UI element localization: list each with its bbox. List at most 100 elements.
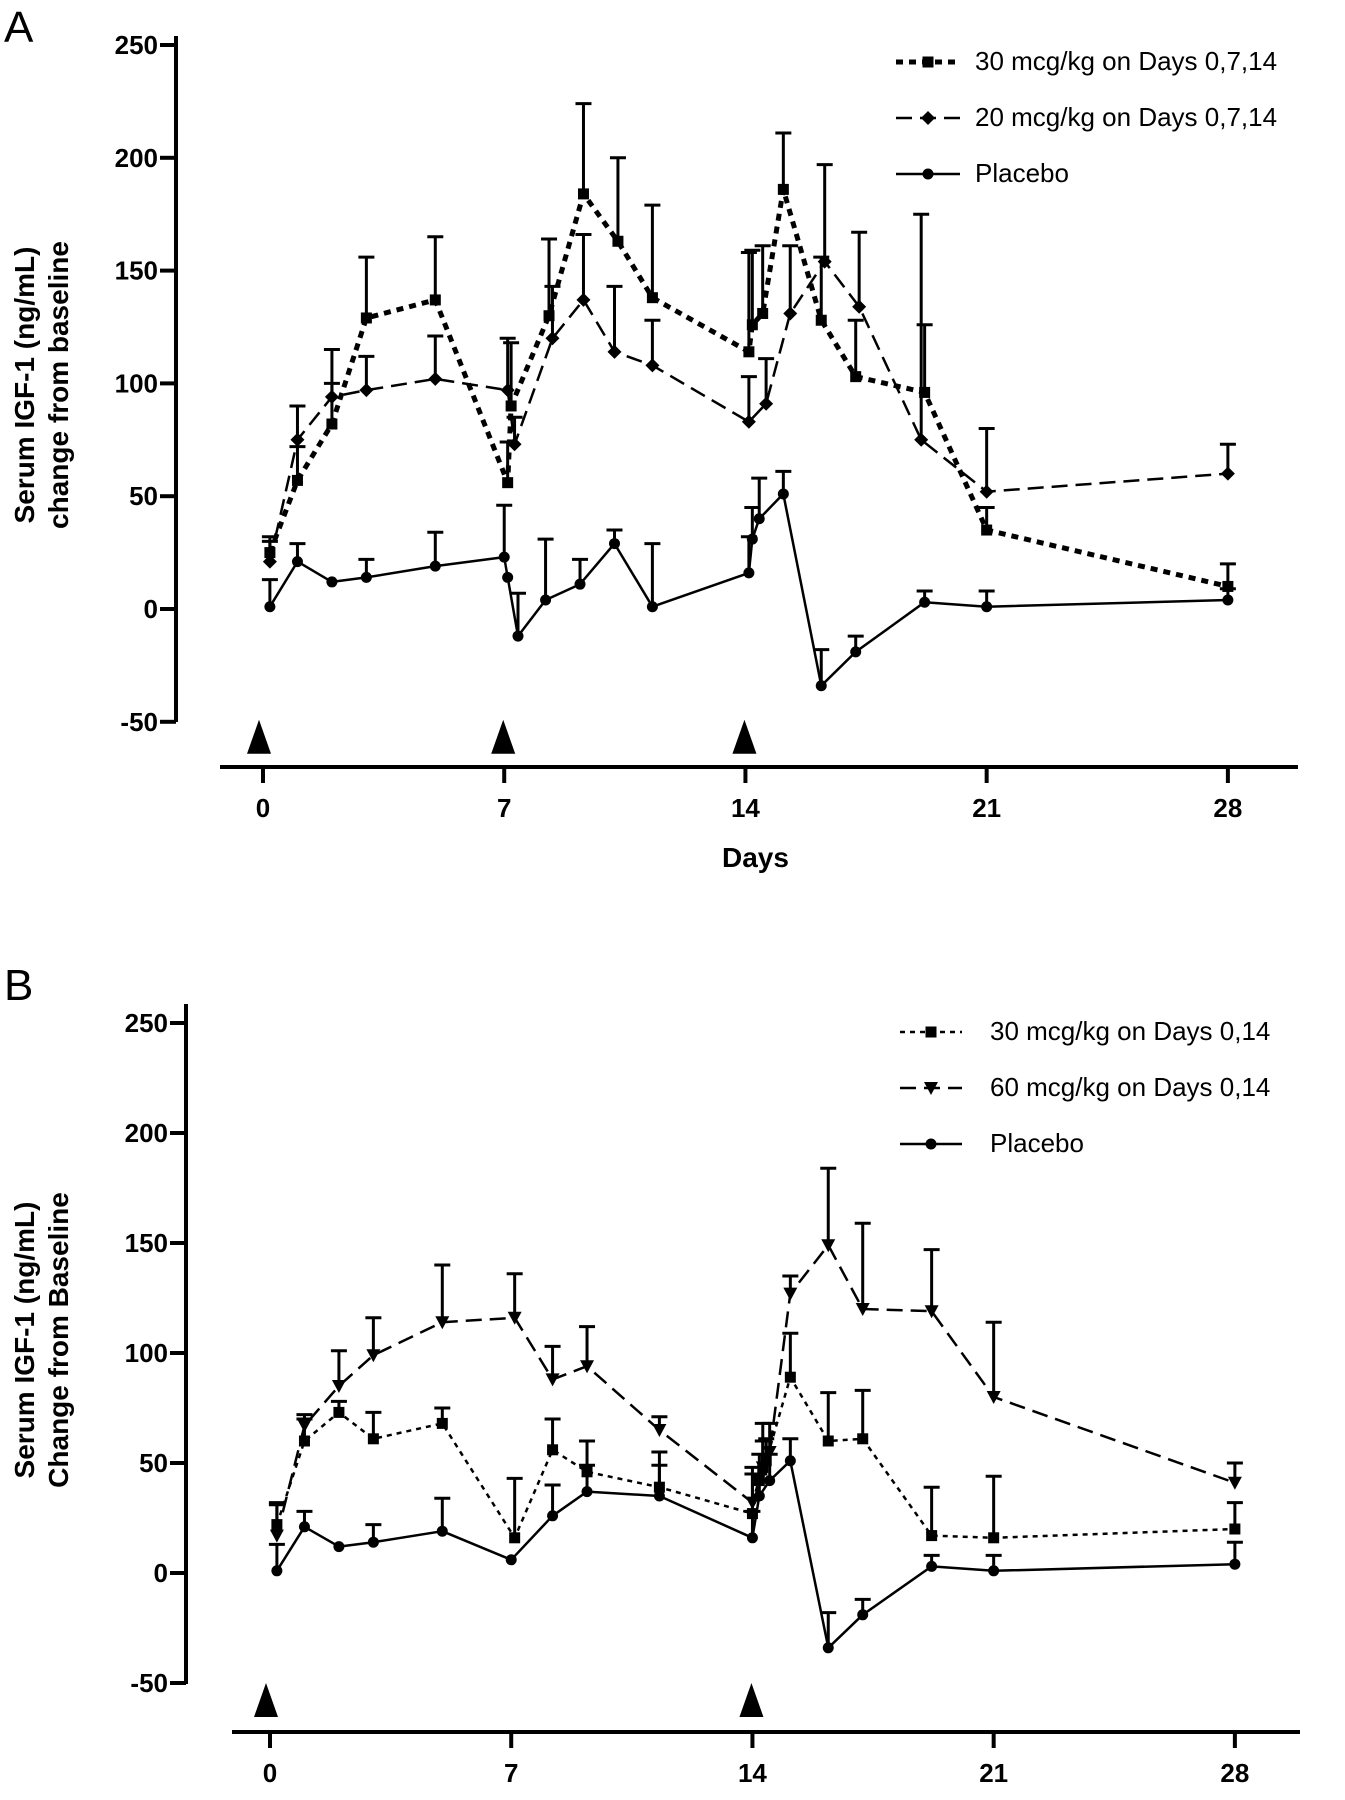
- dose-arrow-icon: [491, 719, 516, 754]
- data-point: [850, 646, 862, 658]
- data-point: [743, 567, 755, 579]
- data-point: [924, 1305, 939, 1319]
- data-point: [979, 484, 994, 499]
- data-point: [547, 1510, 559, 1522]
- data-point: [981, 601, 993, 613]
- legend-entry: Placebo: [896, 158, 1069, 188]
- dose-arrow-head: [732, 719, 757, 754]
- data-point: [262, 554, 277, 569]
- data-point: [746, 1532, 758, 1544]
- legend-entry: 30 mcg/kg on Days 0,7,14: [896, 46, 1277, 76]
- panel-a: A -50 0 50 100 150 200 250 Serum IGF-1 (ng/mL) ch…: [4, 3, 1298, 873]
- panel-letter: A: [4, 3, 34, 52]
- dose-arrow-head: [491, 719, 516, 754]
- data-point: [547, 1444, 559, 1456]
- y-tick-label: 50: [129, 481, 158, 511]
- series-line: [268, 492, 1228, 687]
- legend-marker: [922, 168, 934, 180]
- y-tick-label: 250: [125, 1008, 168, 1038]
- data-point: [360, 571, 372, 583]
- data-point: [1222, 594, 1234, 606]
- x-tick-label: 14: [738, 1758, 767, 1788]
- y-tick-label: 0: [154, 1558, 168, 1588]
- panel-b: B -50 0 50 100 150 200 250 Serum IGF-1 (ng/mL) Ch…: [4, 961, 1300, 1788]
- data-point: [926, 1530, 938, 1542]
- data-point: [784, 1455, 796, 1467]
- data-point: [271, 1565, 283, 1577]
- series-2: [268, 1166, 1243, 1543]
- data-point: [821, 1239, 836, 1253]
- data-point: [988, 1565, 1000, 1577]
- y-tick-label: 200: [125, 1118, 168, 1148]
- dose-arrow-icon: [247, 719, 271, 754]
- data-point: [507, 1311, 522, 1325]
- data-point: [298, 1521, 310, 1533]
- data-point: [919, 596, 931, 608]
- data-point: [500, 383, 515, 398]
- data-point: [981, 524, 993, 536]
- data-point: [746, 533, 758, 545]
- data-point: [817, 254, 832, 269]
- data-point: [367, 1536, 379, 1548]
- data-point: [326, 576, 338, 588]
- data-point: [269, 1529, 284, 1543]
- data-point: [857, 1609, 869, 1621]
- data-point: [512, 630, 524, 642]
- y-tick-label: 200: [115, 143, 158, 173]
- data-point: [646, 601, 658, 613]
- data-point: [753, 1490, 765, 1502]
- data-point: [359, 383, 374, 398]
- data-point: [581, 1486, 593, 1498]
- data-point: [857, 1433, 869, 1445]
- x-tick-label: 7: [497, 793, 511, 823]
- data-point: [988, 1532, 1000, 1544]
- legend-marker: [921, 111, 935, 125]
- legend-marker: [924, 1082, 938, 1095]
- y-axis-title-line2: change from baseline: [43, 241, 74, 529]
- x-axis-title: Days: [722, 842, 789, 873]
- x-tick-label: 7: [504, 1758, 518, 1788]
- legend-entry: 60 mcg/kg on Days 0,14: [900, 1072, 1270, 1102]
- legend-marker: [925, 1026, 937, 1038]
- data-point: [326, 418, 338, 430]
- data-point: [290, 432, 305, 447]
- x-tick-label: 21: [979, 1758, 1008, 1788]
- data-point: [822, 1642, 834, 1654]
- y-tick-label: 100: [115, 368, 158, 398]
- y-tick-label: 0: [144, 594, 158, 624]
- data-point: [783, 1287, 798, 1301]
- dose-arrow-head: [254, 1683, 278, 1717]
- data-point: [264, 601, 276, 613]
- legend-entry: 20 mcg/kg on Days 0,7,14: [896, 102, 1277, 132]
- data-point: [331, 1380, 346, 1393]
- data-point: [815, 314, 827, 326]
- data-point: [543, 310, 555, 322]
- data-point: [498, 551, 510, 563]
- data-point: [428, 371, 443, 386]
- data-point: [783, 306, 798, 321]
- data-point: [653, 1490, 665, 1502]
- data-point: [1227, 1476, 1242, 1490]
- y-tick-label: -50: [120, 707, 158, 737]
- legend-label: 60 mcg/kg on Days 0,14: [990, 1072, 1270, 1102]
- data-point: [505, 400, 517, 412]
- y-tick-label: -50: [130, 1668, 168, 1698]
- data-point: [436, 1525, 448, 1537]
- legend-entry: 30 mcg/kg on Days 0,14: [900, 1016, 1270, 1046]
- data-point: [612, 235, 624, 247]
- data-point: [291, 474, 303, 486]
- data-point: [574, 578, 586, 590]
- y-tick-label: 250: [115, 30, 158, 60]
- data-point: [759, 396, 774, 411]
- series-line: [275, 1459, 1235, 1650]
- data-point: [919, 386, 931, 398]
- y-axis-title: Serum IGF-1 (ng/mL): [9, 1202, 40, 1479]
- data-point: [429, 294, 441, 306]
- data-point: [1220, 466, 1235, 481]
- data-point: [502, 571, 514, 583]
- y-tick-label: 50: [139, 1448, 168, 1478]
- legend-label: 20 mcg/kg on Days 0,7,14: [975, 102, 1277, 132]
- y-tick-label: 100: [125, 1338, 168, 1368]
- panel-letter: B: [4, 961, 33, 1010]
- data-point: [435, 1316, 450, 1330]
